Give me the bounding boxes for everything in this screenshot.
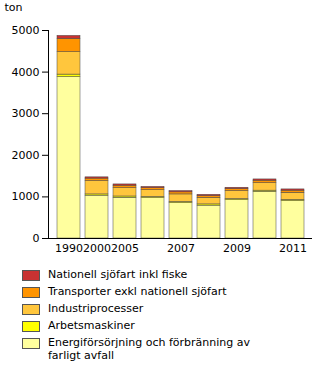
svg-text:0: 0 [33, 232, 40, 245]
svg-text:2000: 2000 [12, 149, 40, 162]
svg-text:2011: 2011 [279, 242, 307, 255]
html-text:Nationell sjöfart inkl fiske: Nationell sjöfart inkl fiske [48, 268, 188, 281]
svg-text:ton: ton [5, 1, 23, 14]
svg-text:1990: 1990 [55, 242, 83, 255]
html-text:Transporter exkl nationell sjö: Transporter exkl nationell sjöfart [48, 285, 227, 298]
svg-text:4000: 4000 [12, 66, 40, 79]
svg-text:2007: 2007 [167, 242, 195, 255]
svg-text:2000: 2000 [83, 242, 111, 255]
svg-text:1000: 1000 [12, 190, 40, 203]
html-text:Industriprocesser: Industriprocesser [48, 302, 144, 315]
svg-text:3000: 3000 [12, 107, 40, 120]
svg-text:5000: 5000 [12, 24, 40, 37]
html-text:Energiförsörjning och förbränn: Energiförsörjning och förbränning av far… [48, 336, 250, 362]
svg-text:2005: 2005 [111, 242, 139, 255]
html-text:Arbetsmaskiner: Arbetsmaskiner [48, 319, 135, 332]
svg-text:2009: 2009 [223, 242, 251, 255]
